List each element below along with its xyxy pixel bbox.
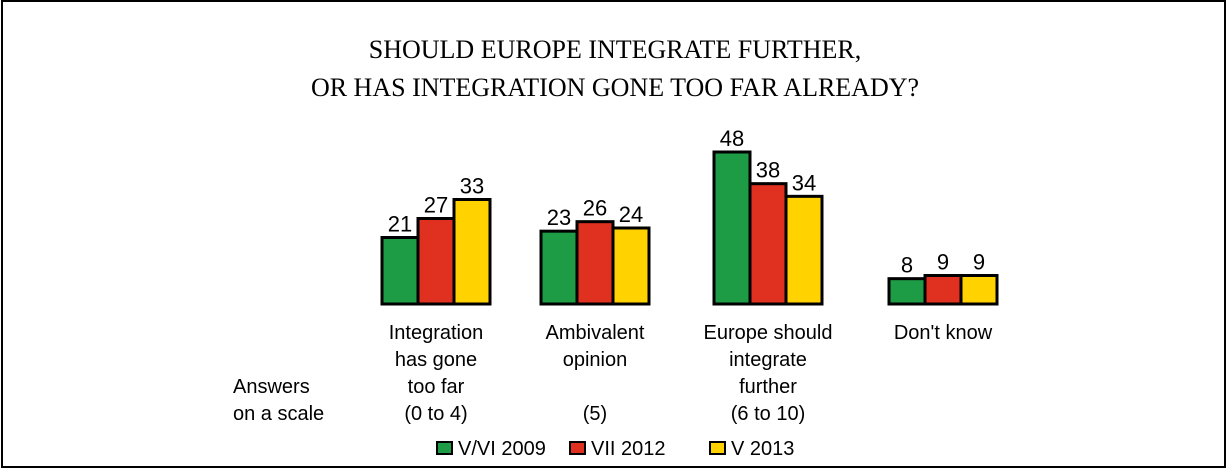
- category-label-1-line-1: Integration: [389, 322, 484, 344]
- bar-2-series-3: [611, 226, 651, 306]
- bar-2-series-1: [539, 229, 579, 306]
- category-labels-layer: Integration has gone too far (0 to 4) Ambiva…: [389, 322, 993, 425]
- category-label-4-line-1: Don't know: [894, 322, 993, 344]
- scale-note-line-2: on a scale: [233, 403, 324, 425]
- bar-4-series-2: [923, 274, 963, 306]
- bar-chart: SHOULD EUROPE INTEGRATE FURTHER, OR HAS …: [233, 35, 999, 460]
- bar-1-series-1: [380, 236, 420, 306]
- category-label-1-line-3: too far: [408, 376, 465, 398]
- category-label-2-line-2: opinion: [563, 349, 628, 371]
- legend-label-1: V/VI 2009: [458, 438, 546, 460]
- bar-1-series-2: [416, 217, 456, 306]
- value-label-1-series-1: 21: [388, 212, 412, 237]
- value-label-1-series-2: 27: [424, 193, 448, 218]
- category-label-1-line-2: has gone: [395, 349, 477, 371]
- value-label-4-series-3: 9: [973, 250, 985, 275]
- value-label-3-series-2: 38: [756, 158, 780, 183]
- legend-swatch-2: [569, 441, 586, 455]
- category-label-3-line-2: integrate: [729, 349, 807, 371]
- bar-3-series-2: [748, 182, 788, 306]
- category-label-1-line-4: (0 to 4): [404, 403, 467, 425]
- legend-label-2: VII 2012: [591, 438, 666, 460]
- value-label-1-series-3: 33: [460, 174, 484, 199]
- scale-note-line-1: Answers: [233, 376, 310, 398]
- bar-1-series-3: [452, 198, 492, 306]
- legend-swatch-1: [436, 441, 453, 455]
- legend-label-3: V 2013: [731, 438, 794, 460]
- bars-layer: [380, 150, 999, 306]
- legend: V/VI 2009 VII 2012 V 2013: [436, 438, 794, 460]
- bar-3-series-1: [712, 150, 752, 306]
- category-label-3-line-4: (6 to 10): [731, 403, 805, 425]
- bar-4-series-3: [959, 274, 999, 306]
- value-label-2-series-2: 26: [583, 196, 607, 221]
- value-label-4-series-1: 8: [901, 253, 913, 278]
- value-label-2-series-3: 24: [619, 202, 643, 227]
- chart-title-line-1: SHOULD EUROPE INTEGRATE FURTHER,: [369, 35, 861, 64]
- category-label-3-line-3: further: [739, 376, 797, 398]
- category-label-2-line-4: (5): [583, 403, 607, 425]
- category-label-3-line-1: Europe should: [704, 322, 833, 344]
- value-label-3-series-1: 48: [720, 126, 744, 151]
- chart-title-line-2: OR HAS INTEGRATION GONE TOO FAR ALREADY?: [311, 73, 919, 102]
- legend-swatch-3: [709, 441, 726, 455]
- value-label-3-series-3: 34: [792, 170, 816, 195]
- bar-2-series-2: [575, 220, 615, 306]
- value-label-2-series-1: 23: [547, 205, 571, 230]
- bar-4-series-1: [887, 277, 927, 306]
- bar-3-series-3: [784, 194, 824, 306]
- category-label-2-line-1: Ambivalent: [546, 322, 645, 344]
- value-label-4-series-2: 9: [937, 250, 949, 275]
